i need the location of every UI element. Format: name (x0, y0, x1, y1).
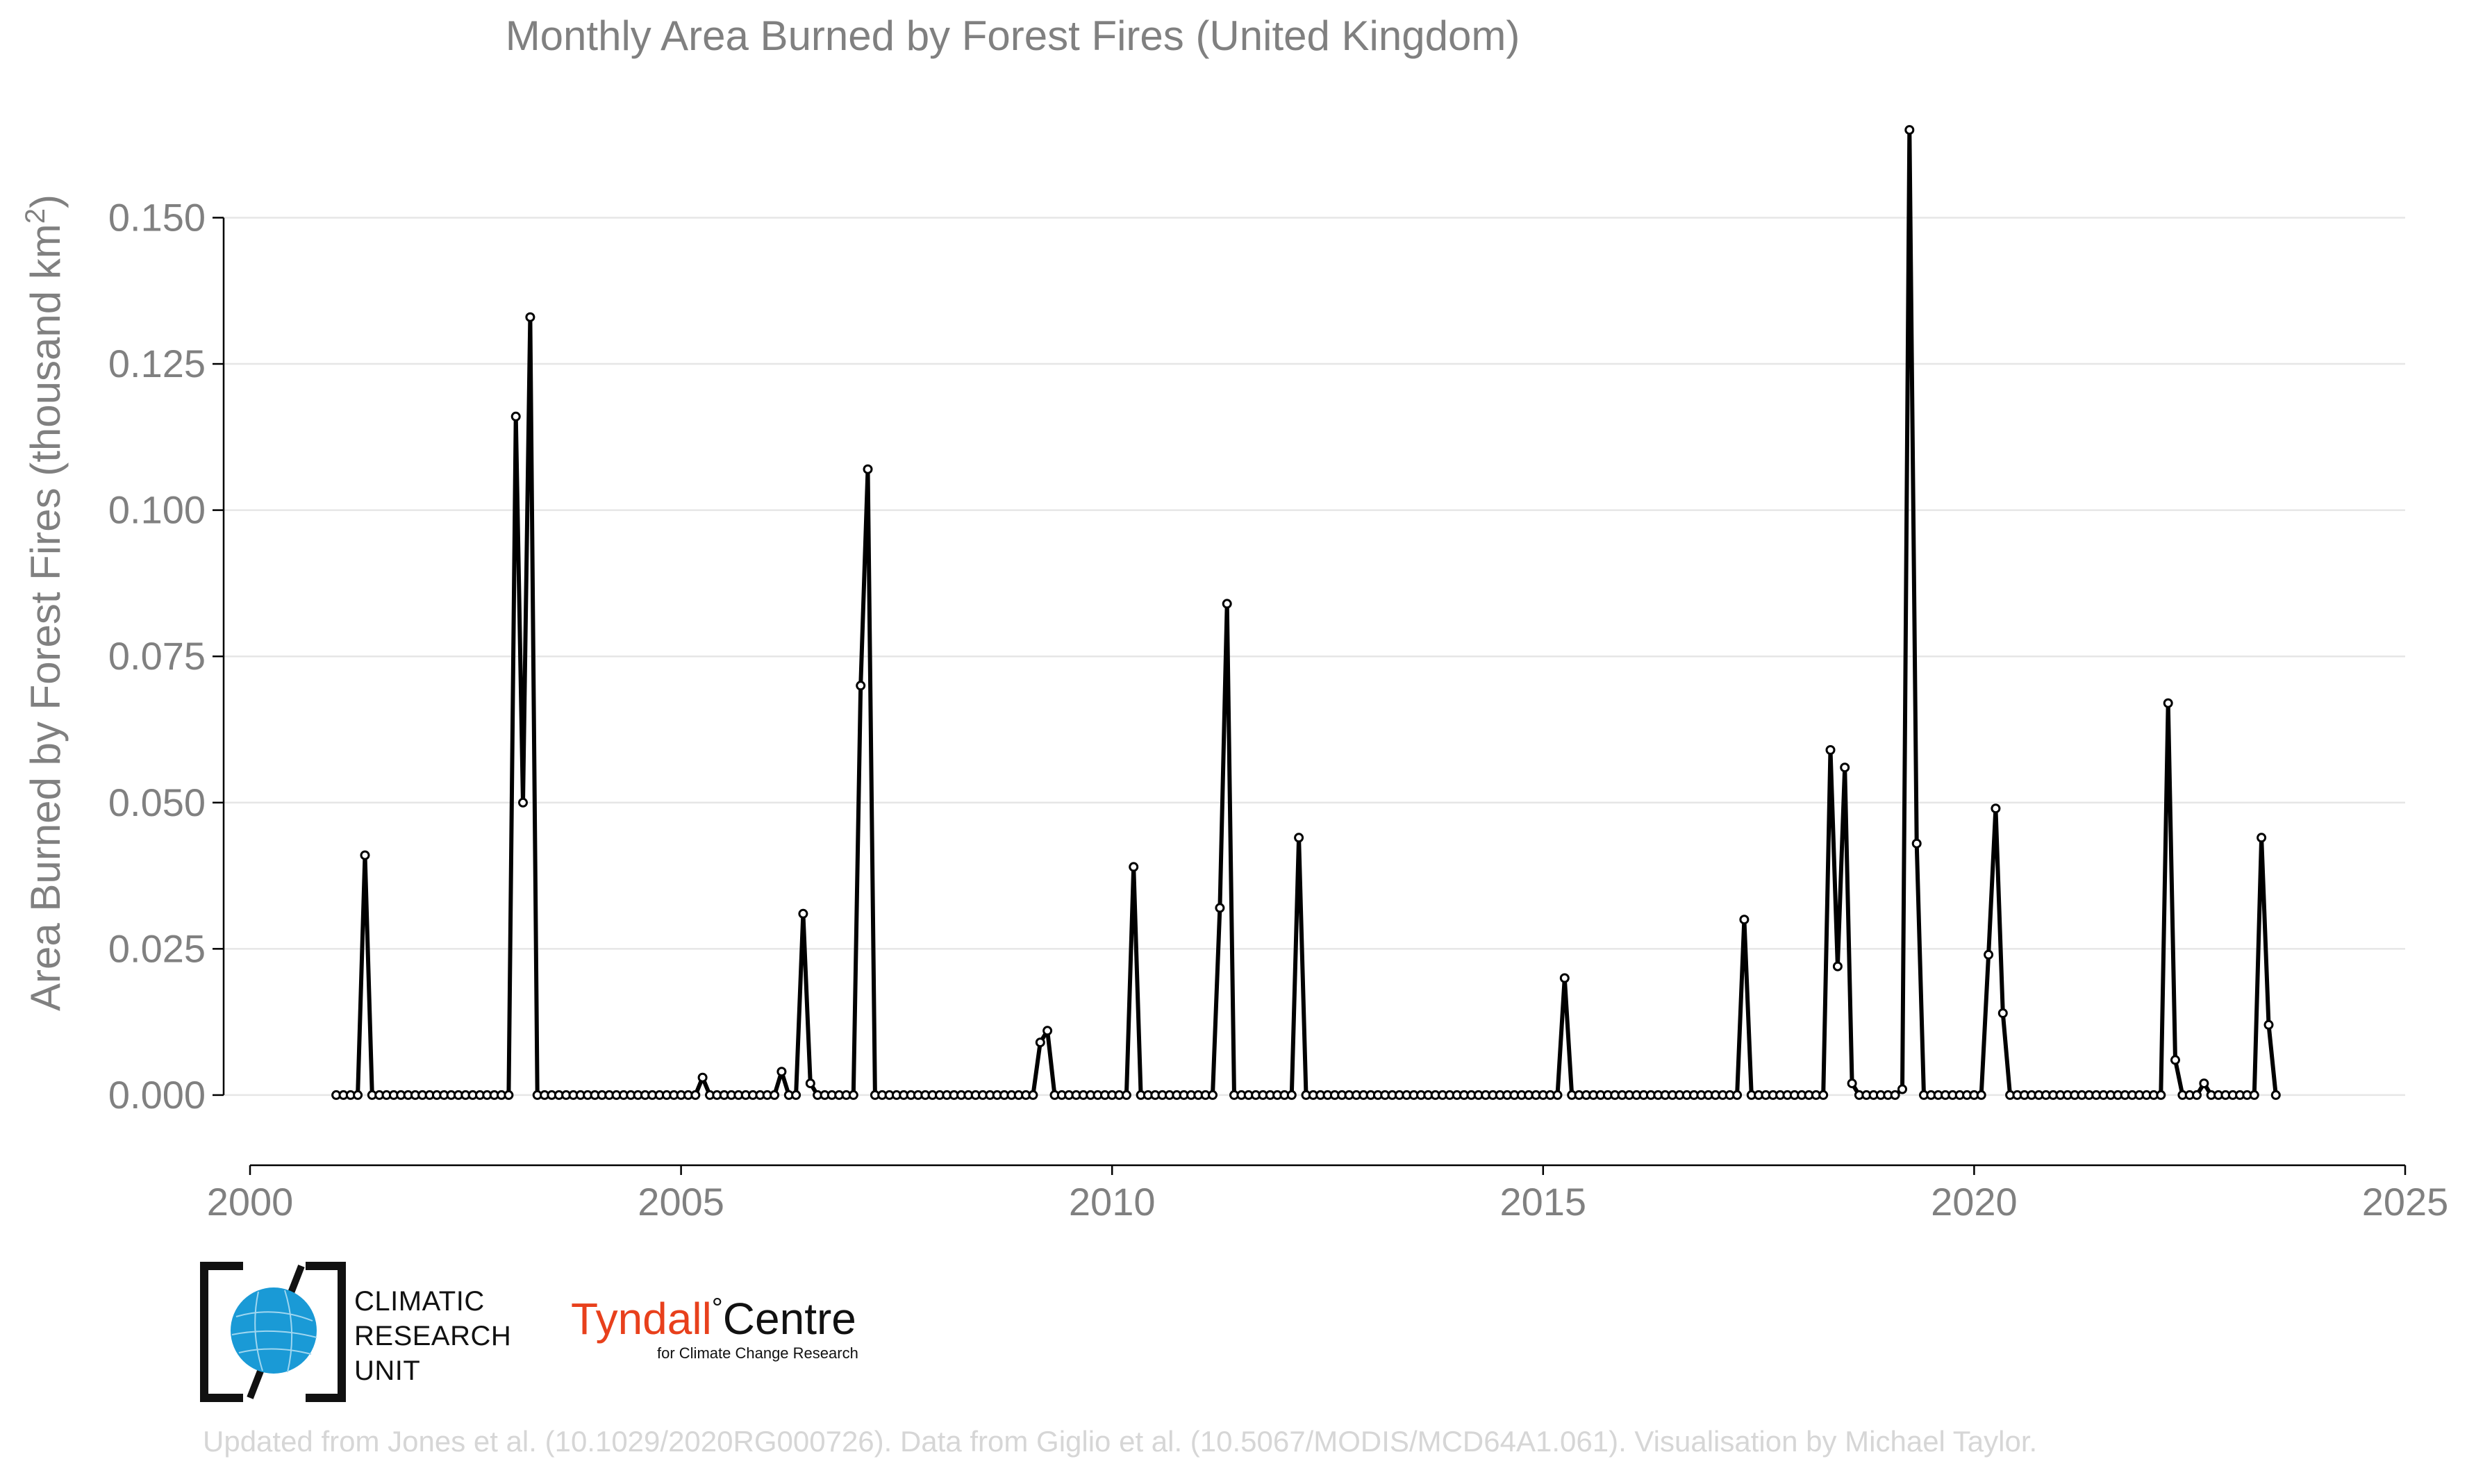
cru-logo-bracket (200, 1262, 346, 1402)
data-point (2270, 1090, 2281, 1100)
x-tick-label: 2005 (638, 1180, 724, 1224)
tyndall-subtitle: for Climate Change Research (657, 1344, 858, 1362)
data-point (1121, 1090, 1131, 1100)
data-point (1904, 125, 1915, 135)
data-point (1035, 1037, 1045, 1048)
data-point (1552, 1090, 1563, 1100)
data-point (1559, 973, 1570, 983)
y-axis-label-superscript: 2 (20, 208, 51, 224)
data-point (518, 797, 528, 808)
footer-credit: Updated from Jones et al. (10.1029/2020R… (203, 1425, 2038, 1458)
data-point (2249, 1090, 2259, 1100)
data-point (504, 1090, 514, 1100)
cru-text-line-3: UNIT (354, 1356, 421, 1386)
y-tick-label: 0.025 (108, 926, 206, 970)
data-point (1129, 862, 1139, 872)
data-point (856, 681, 866, 691)
y-tick-label: 0.000 (108, 1073, 206, 1117)
cru-text-line-1: CLIMATIC (354, 1286, 485, 1317)
data-point (525, 312, 535, 322)
tyndall-wordmark-part2: Centre (722, 1294, 856, 1344)
data-point (1286, 1090, 1297, 1100)
data-point (2257, 833, 2267, 843)
points-layer (331, 125, 2281, 1100)
cru-text-line-2: RESEARCH (354, 1321, 512, 1351)
x-tick-label: 2000 (207, 1180, 294, 1224)
data-point (1847, 1078, 1857, 1089)
data-point (1739, 915, 1750, 925)
data-point (1997, 1008, 2008, 1018)
data-point (1890, 1090, 1900, 1100)
y-tick-label: 0.050 (108, 781, 206, 824)
x-tick-label: 2020 (1931, 1180, 2018, 1224)
series-line (336, 128, 2278, 1097)
data-point (1294, 833, 1304, 843)
x-axis: 2000 2005 2010 2015 2020 2025 (207, 1164, 2449, 1224)
data-point (1818, 1090, 1829, 1100)
data-point (2163, 698, 2173, 708)
chart-title: Monthly Area Burned by Forest Fires (Uni… (506, 12, 1520, 59)
data-point (791, 1090, 801, 1100)
y-axis-label-main: Area Burned by Forest Fires (thousand km (22, 224, 69, 1011)
x-tick-label: 2010 (1069, 1180, 1156, 1224)
data-point (1042, 1026, 1053, 1036)
data-point (2199, 1078, 2209, 1089)
data-point (360, 850, 370, 860)
y-tick-label: 0.075 (108, 634, 206, 678)
data-point (770, 1090, 780, 1100)
data-point (1897, 1084, 1907, 1094)
data-point (1976, 1090, 1986, 1100)
tyndall-wordmark-part1: Tyndall (571, 1294, 712, 1344)
data-point (2263, 1019, 2274, 1030)
y-tick-label: 0.100 (108, 488, 206, 532)
data-point (848, 1090, 858, 1100)
data-point (510, 411, 521, 422)
data-point (690, 1090, 701, 1100)
data-point (2170, 1055, 2180, 1065)
data-point (1991, 803, 2001, 814)
data-point (1215, 903, 1225, 913)
data-point (1840, 762, 1850, 773)
y-axis: 0.000 0.025 0.050 0.075 0.100 0.125 0.150 (108, 195, 225, 1117)
data-point (2192, 1090, 2202, 1100)
data-point (353, 1090, 363, 1100)
data-point (1911, 838, 1922, 849)
data-point (1732, 1090, 1743, 1100)
y-tick-label: 0.125 (108, 342, 206, 385)
data-point (1222, 599, 1232, 609)
x-tick-label: 2025 (2362, 1180, 2449, 1224)
y-axis-label: Area Burned by Forest Fires (thousand km… (20, 194, 69, 1011)
data-point (863, 464, 873, 474)
data-point (2156, 1090, 2166, 1100)
series-layer (336, 128, 2278, 1097)
data-point (1984, 949, 1994, 960)
data-point (1832, 961, 1843, 972)
data-point (1208, 1090, 1218, 1100)
data-point (697, 1072, 708, 1083)
data-point (805, 1078, 815, 1089)
cru-logo (200, 1262, 346, 1402)
x-tick-label: 2015 (1500, 1180, 1587, 1224)
data-point (1825, 745, 1836, 755)
tyndall-wordmark: Tyndall°Centre (571, 1293, 856, 1344)
data-point (776, 1067, 787, 1077)
data-point (1028, 1090, 1038, 1100)
y-tick-label: 0.150 (108, 195, 206, 239)
data-point (798, 908, 808, 919)
y-axis-label-close: ) (22, 194, 69, 208)
grid-layer (224, 217, 2405, 1097)
tyndall-wordmark-degree: ° (711, 1293, 723, 1324)
cru-globe-lines (231, 1290, 317, 1373)
